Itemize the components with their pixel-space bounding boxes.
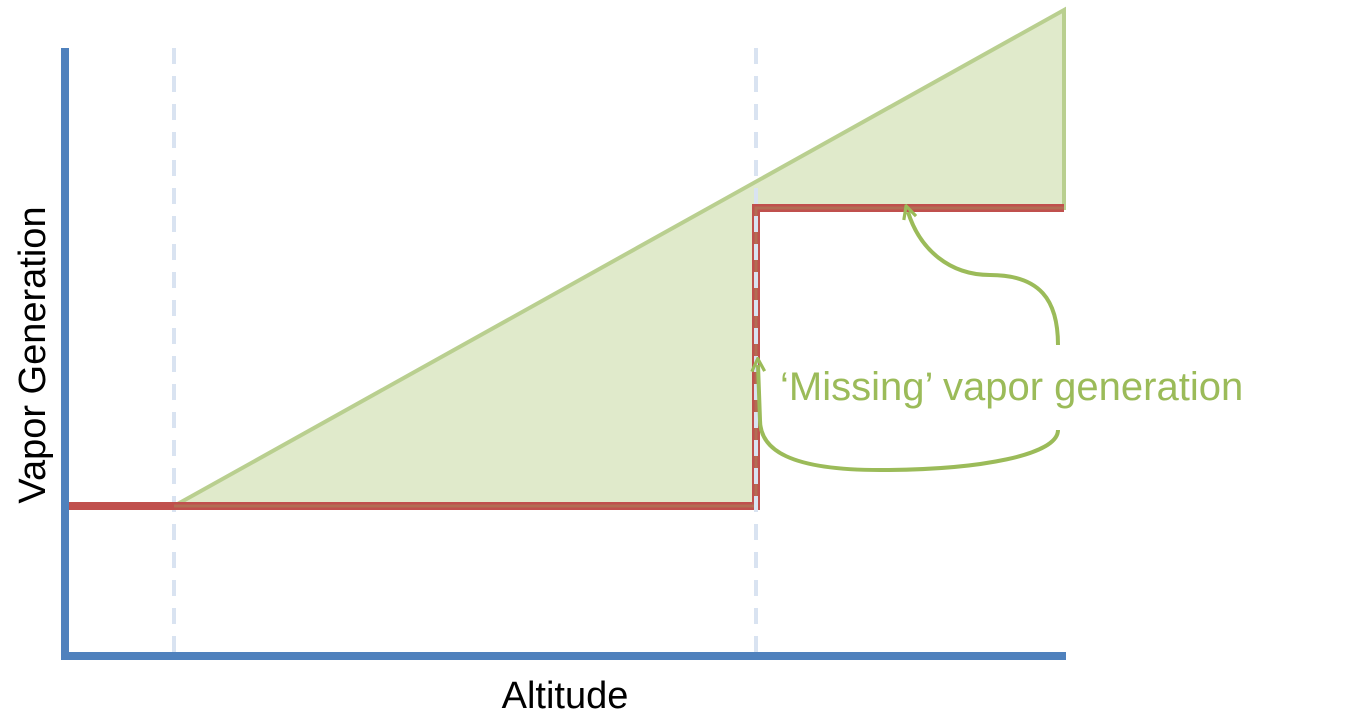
y-axis-label: Vapor Generation [12,206,54,503]
missing-area [166,6,1066,508]
x-axis-label: Altitude [502,675,629,713]
arrow [758,365,1060,473]
arrow [908,212,1060,346]
annotation: ‘Missing’ vapor generation [780,365,1243,409]
